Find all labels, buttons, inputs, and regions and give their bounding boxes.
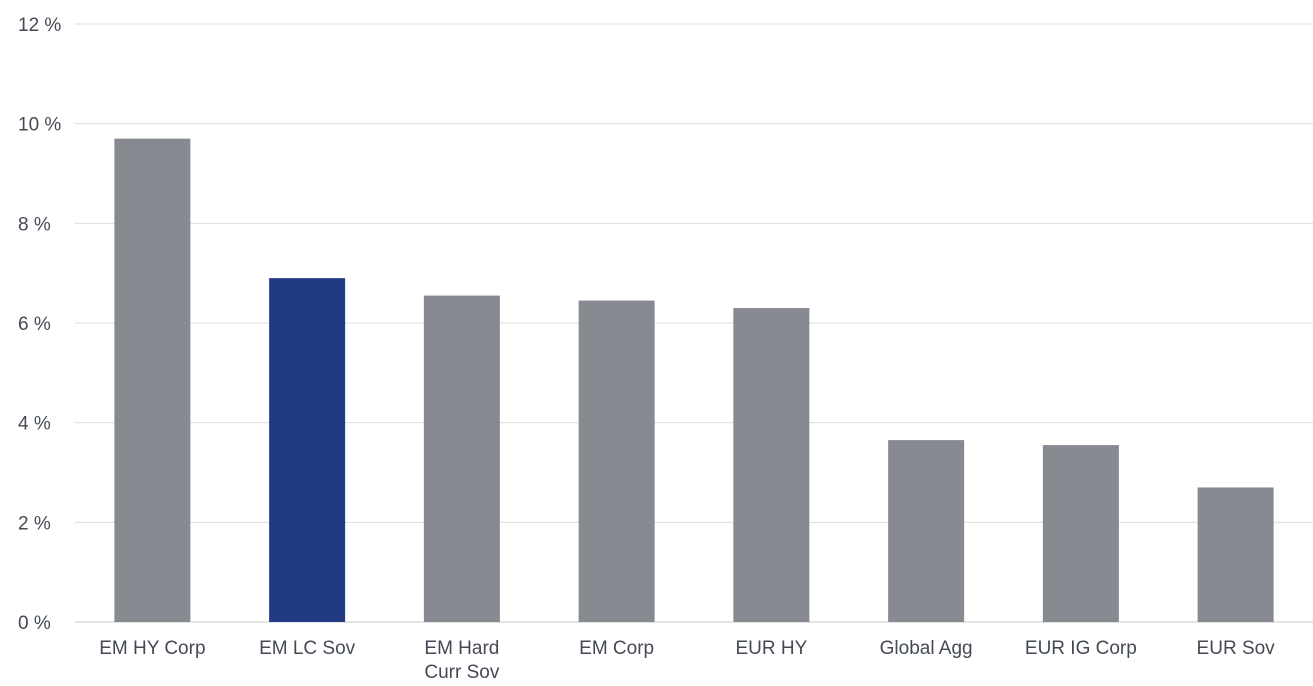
bar xyxy=(423,295,500,622)
x-tick-label: EUR IG Corp xyxy=(1025,638,1137,659)
y-tick-label: 2 % xyxy=(18,513,51,534)
y-tick-label: 8 % xyxy=(18,214,51,235)
x-tick-label-line: EM LC Sov xyxy=(259,638,356,659)
x-tick-label-line: EM Hard xyxy=(424,638,499,659)
x-tick-label: EM Corp xyxy=(579,638,654,659)
x-axis-labels: EM HY Corp EM LC Sov EM Hard Curr Sov EM Cor… xyxy=(99,638,1276,683)
x-tick-label-line: EUR Sov xyxy=(1197,638,1276,659)
x-tick-label-line: EUR IG Corp xyxy=(1025,638,1137,659)
y-tick-label: 12 % xyxy=(18,15,61,36)
x-tick-label-line: EM HY Corp xyxy=(99,638,205,659)
x-tick-label-line: Curr Sov xyxy=(424,662,499,681)
y-tick-label: 0 % xyxy=(18,613,51,634)
bar xyxy=(1042,445,1119,622)
bar xyxy=(269,278,346,622)
bar xyxy=(733,308,810,622)
bar xyxy=(888,440,965,622)
x-tick-label-line: EM Corp xyxy=(579,638,654,659)
x-tick-label: EUR Sov xyxy=(1197,638,1276,659)
bar xyxy=(1197,487,1274,622)
x-tick-label: EM HY Corp xyxy=(99,638,205,659)
y-tick-label: 10 % xyxy=(18,115,61,136)
x-tick-label-line: EUR HY xyxy=(735,638,807,659)
x-tick-label: Global Agg xyxy=(880,638,973,659)
x-tick-label: EM Hard Curr Sov xyxy=(424,638,499,681)
gridlines xyxy=(75,23,1313,623)
y-tick-label: 6 % xyxy=(18,314,51,335)
bar xyxy=(578,300,655,622)
bars xyxy=(114,138,1274,622)
x-tick-label-line: Global Agg xyxy=(880,638,973,659)
x-tick-label: EUR HY xyxy=(735,638,807,659)
y-tick-label: 4 % xyxy=(18,414,51,435)
y-axis-ticks: 0 % 2 % 4 % 6 % 8 % 10 % 12 % xyxy=(18,15,61,634)
bar xyxy=(114,138,191,622)
x-tick-label: EM LC Sov xyxy=(259,638,356,659)
